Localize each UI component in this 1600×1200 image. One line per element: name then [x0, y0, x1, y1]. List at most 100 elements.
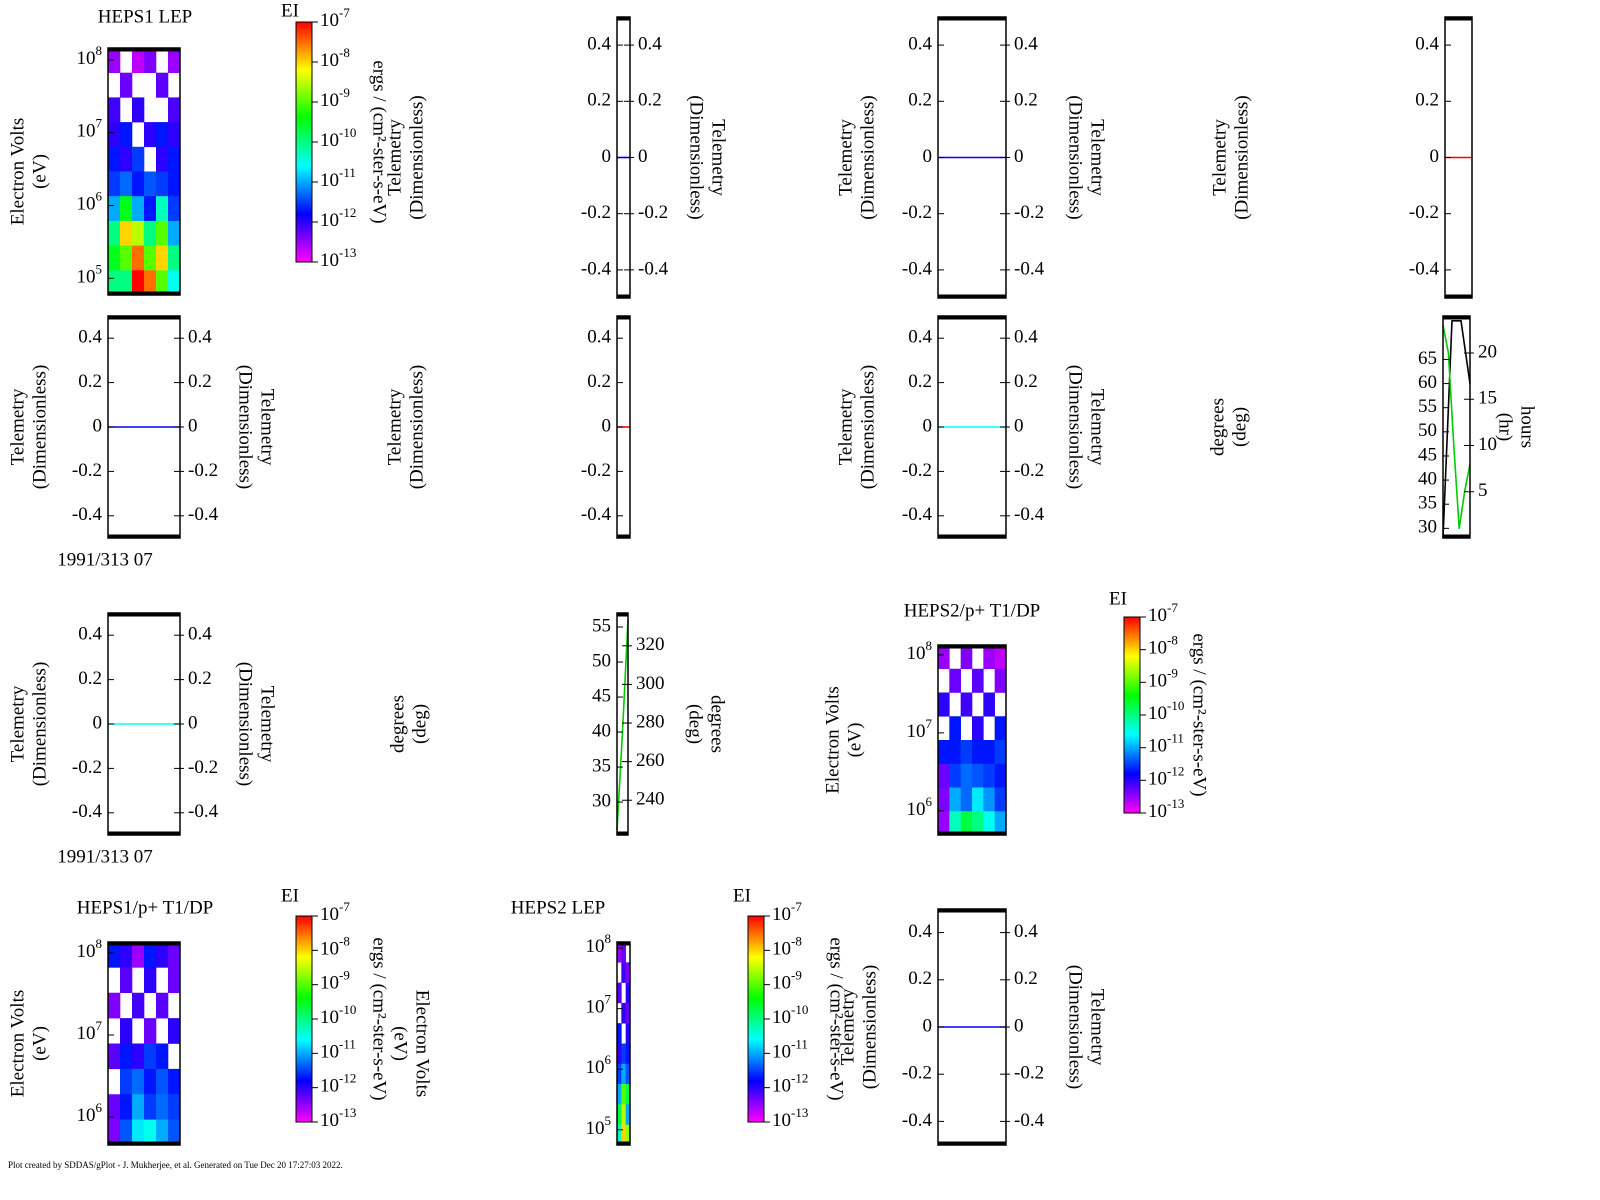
spectrogram-cell: [168, 245, 181, 271]
y-tick-label: 0.4: [908, 921, 932, 942]
y-tick-label: 108: [77, 936, 103, 962]
spectrogram-cell: [120, 220, 133, 246]
spectrogram-cell: [120, 942, 133, 968]
axis-label: (Dimensionless): [1231, 95, 1252, 220]
y-tick-label: 45: [1418, 444, 1437, 465]
y-tick-label: 108: [586, 932, 612, 958]
y2-tick-label: 15: [1478, 388, 1497, 409]
spectrogram-cell: [949, 716, 961, 741]
spectrogram-cell: [132, 1043, 145, 1070]
axis-label: (eV): [29, 154, 50, 189]
spectrogram-cell: [621, 1084, 626, 1105]
y-tick-label: 0.2: [587, 90, 611, 111]
series-line: [1442, 319, 1471, 539]
y-tick-label: 106: [907, 794, 933, 820]
colorbar-tick-label: 10-11: [772, 1037, 808, 1063]
colorbar-tick-label: 10-13: [320, 245, 356, 271]
spectrogram-cell: [625, 1063, 631, 1085]
y-tick-label: 0.4: [78, 624, 102, 645]
axis-label: Telemetry: [837, 988, 858, 1065]
spectrogram-cell: [168, 270, 181, 296]
spectrogram-cell: [144, 1094, 157, 1120]
spectrogram-cell: [972, 811, 984, 836]
spectrogram-cell: [120, 967, 133, 994]
axis-label: (Dimensionless): [235, 662, 256, 787]
spectrogram-cell: [617, 1063, 622, 1085]
spectrogram-cell: [938, 740, 950, 765]
axis-label: (Dimensionless): [29, 365, 50, 490]
spectrogram-cell: [168, 1068, 181, 1095]
axis-label: Telemetry: [7, 388, 28, 465]
spectrogram-cell: [168, 196, 181, 222]
y-tick-label-right: -0.4: [1014, 258, 1045, 279]
y-tick-label: 0.4: [908, 327, 932, 348]
panel-title: HEPS1/p+ T1/DP: [77, 897, 214, 918]
y-tick-label-right: 0: [188, 712, 198, 733]
spectrogram-cell: [108, 1119, 121, 1146]
axis-label: (Dimensionless): [1065, 95, 1086, 220]
y-tick-label: -0.2: [902, 1063, 932, 1084]
spectrogram-cell: [972, 763, 984, 788]
colorbar-tick-label: 10-9: [1148, 666, 1178, 692]
y-tick-label: 107: [77, 116, 103, 142]
axis-label: hours: [1517, 406, 1538, 448]
spectrogram-cell: [983, 692, 995, 717]
axis-label: Telemetry: [835, 388, 856, 465]
spectrogram-cell: [144, 1068, 157, 1095]
spectrogram-cell: [132, 270, 145, 296]
y-tick-label: 0: [923, 415, 933, 436]
colorbar-tick-label: 10-13: [772, 1105, 808, 1131]
y-tick-label: 0: [93, 415, 103, 436]
y-tick-label: 0.4: [587, 33, 611, 54]
y-tick-label: -0.2: [581, 202, 611, 223]
spectrogram-cell: [144, 270, 157, 296]
y-tick-label: 0: [602, 146, 612, 167]
axis-label: degrees: [387, 695, 408, 753]
y-tick-label: 107: [586, 992, 612, 1018]
axis-label: degrees: [1207, 398, 1228, 456]
spectrogram-cell: [120, 72, 133, 98]
colorbar-label: ergs / (cm²-ster-s-eV): [826, 937, 847, 1100]
spectrogram-cell: [132, 245, 145, 271]
axis-label: (Dimensionless): [406, 95, 427, 220]
y-tick-label: 0.2: [908, 968, 932, 989]
y-tick-label-right: -0.4: [188, 504, 219, 525]
axis-label: Electron Volts: [7, 118, 28, 226]
axis-label: (deg): [685, 704, 706, 744]
spectrogram-cell: [108, 97, 121, 123]
spectrogram-cell: [108, 122, 121, 148]
y-tick-label: 0: [93, 712, 103, 733]
colorbar-tick-label: 10-12: [1148, 764, 1184, 790]
y-tick-label: 30: [1418, 517, 1437, 538]
spectrogram-cell: [617, 1124, 622, 1146]
spectrogram-cell: [156, 992, 169, 1019]
y-tick-label-right: 0.4: [1014, 327, 1038, 348]
spectrogram-cell: [972, 740, 984, 765]
y-tick-label: 45: [592, 685, 611, 706]
spectrogram-cell: [132, 48, 145, 73]
spectrogram-cell: [983, 763, 995, 788]
spectrogram-cell: [617, 1084, 622, 1105]
colorbar-tick-label: 10-7: [772, 899, 802, 925]
y-tick-label: 0.4: [1415, 33, 1439, 54]
y-tick-label: 108: [77, 43, 103, 69]
y-tick-label: 0.4: [78, 327, 102, 348]
axis-label: (eV): [390, 1026, 411, 1061]
y-tick-label: 107: [77, 1019, 103, 1045]
y-tick-label-right: 0: [188, 415, 198, 436]
spectrogram-cell: [144, 1043, 157, 1070]
spectrogram-cell: [156, 1043, 169, 1070]
colorbar-tick-label: 10-9: [772, 968, 802, 994]
y-tick-label: 0: [602, 415, 612, 436]
colorbar-tick-label: 10-13: [1148, 796, 1184, 822]
spectrogram-cell: [949, 740, 961, 765]
y-tick-label-right: 0.4: [188, 624, 212, 645]
spectrogram-cell: [621, 1043, 626, 1065]
spectrogram-cell: [156, 1094, 169, 1120]
y-tick-label: 105: [77, 262, 103, 288]
axis-label: Telemetry: [257, 686, 278, 763]
spectrogram-cell: [144, 171, 157, 197]
y-tick-label-right: 0.2: [1014, 968, 1038, 989]
spectrogram-cell: [156, 171, 169, 197]
axis-label: Electron Volts: [412, 990, 433, 1098]
